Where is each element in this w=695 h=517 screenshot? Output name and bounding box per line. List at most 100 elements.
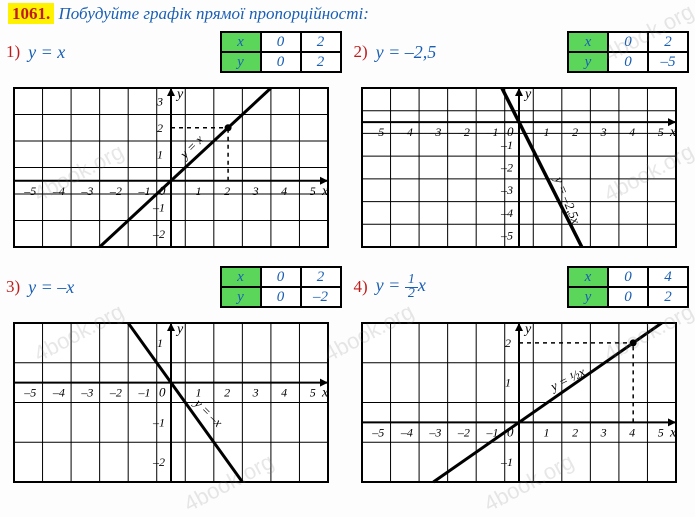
table-cell: 4 [648,267,688,287]
table-cell: 0 [261,32,301,52]
table-header-x: x [568,32,608,52]
equation: y = –x [28,277,74,298]
svg-text:–3: –3 [80,184,93,198]
table-header-x: x [568,267,608,287]
panel-2: 2)y = –2,5x02y0–5xy0–5–4–3–2–112345–1–2–… [348,26,695,261]
table-cell: 0 [261,287,301,307]
table-header-y: y [221,52,261,72]
table-cell: 0 [608,267,648,287]
value-table: x02y02 [220,31,342,73]
svg-text:3: 3 [252,386,259,400]
svg-text:–2: –2 [152,227,165,241]
panels-grid: 1)y = xx02y02xy0–5–4–3–2–112345123–1–2y … [0,26,695,496]
svg-text:–4: –4 [399,125,412,139]
chart: xy0–5–4–3–2–112345–1–2–3–4–5y = –2,5x [354,80,684,255]
table-cell: 0 [608,32,648,52]
svg-text:2: 2 [224,386,230,400]
table-header-x: x [221,267,261,287]
svg-text:–4: –4 [500,206,513,220]
svg-text:1: 1 [505,376,511,390]
svg-text:–1: –1 [152,200,165,214]
svg-text:y: y [175,322,184,337]
value-table: x04 y02 [567,266,689,308]
table-cell: 0 [261,267,301,287]
chart: xy0–5–4–3–2–112345123–1–2y = x [6,80,336,255]
svg-text:–5: –5 [23,386,36,400]
svg-text:–2: –2 [456,125,469,139]
svg-text:–1: –1 [137,184,150,198]
value-table: x02 y0–5 [567,31,689,73]
svg-text:–1: –1 [137,386,150,400]
svg-text:5: 5 [657,425,663,439]
svg-text:4: 4 [629,425,635,439]
svg-text:3: 3 [599,425,606,439]
subproblem-index: 1) [6,42,20,62]
table-header-y: y [568,52,608,72]
table-cell: 2 [648,287,688,307]
svg-text:1: 1 [543,425,549,439]
svg-text:1: 1 [543,125,549,139]
problem-number: 1061. [8,3,54,24]
table-cell: 0 [608,287,648,307]
svg-text:–2: –2 [500,161,513,175]
svg-text:2: 2 [224,184,230,198]
table-header-y: y [568,287,608,307]
svg-text:3: 3 [156,94,163,108]
subproblem-index: 2) [354,42,368,62]
svg-text:5: 5 [657,125,663,139]
svg-text:–5: –5 [371,125,384,139]
svg-text:–1: –1 [500,138,513,152]
svg-text:–4: –4 [399,425,412,439]
equation: y = –2,5 [376,42,437,63]
chart: xy0–5–4–3–2–1123451–1–2y = –x [6,315,336,490]
svg-text:–3: –3 [428,125,441,139]
svg-text:2: 2 [505,336,511,350]
svg-text:3: 3 [252,184,259,198]
table-header-y: y [221,287,261,307]
svg-text:y: y [175,87,184,102]
problem-header: 1061. Побудуйте графік прямої пропорційн… [0,0,695,26]
svg-text:–5: –5 [500,229,513,243]
svg-text:2: 2 [572,425,578,439]
problem-prompt: Побудуйте графік прямої пропорційності: [59,4,369,23]
chart: xy0–5–4–3–2–11234512–1y = ½x [354,315,684,490]
svg-text:–5: –5 [371,425,384,439]
svg-text:1: 1 [196,184,202,198]
table-cell: –5 [648,52,688,72]
svg-text:5: 5 [310,184,316,198]
svg-text:–4: –4 [52,184,65,198]
panel-4: 4)y = 12xx04y02xy0–5–4–3–2–11234512–1y =… [348,261,695,496]
svg-text:–3: –3 [428,425,441,439]
svg-text:–5: –5 [23,184,36,198]
equation: y = x [28,42,65,63]
subproblem-index: 3) [6,277,20,297]
svg-text:–2: –2 [456,425,469,439]
svg-text:x: x [321,386,329,401]
table-cell: 0 [261,52,301,72]
table-cell: 2 [648,32,688,52]
svg-text:x: x [321,184,329,199]
table-cell: 2 [301,32,341,52]
subproblem-index: 4) [354,277,368,297]
svg-text:4: 4 [281,386,287,400]
value-table: x02 y0–2 [220,266,342,308]
table-cell: 0 [608,52,648,72]
svg-text:2: 2 [572,125,578,139]
svg-text:–2: –2 [109,386,122,400]
svg-text:3: 3 [599,125,606,139]
svg-text:–2: –2 [152,455,165,469]
equation: y = 12x [376,274,426,300]
svg-text:1: 1 [157,147,163,161]
table-cell: –2 [301,287,341,307]
svg-text:4: 4 [629,125,635,139]
svg-text:0: 0 [159,385,166,400]
svg-text:4: 4 [281,184,287,198]
svg-text:x: x [669,425,677,440]
svg-text:y: y [523,322,532,337]
svg-text:1: 1 [157,336,163,350]
table-cell: 2 [301,267,341,287]
svg-text:–1: –1 [485,125,498,139]
svg-text:–3: –3 [80,386,93,400]
panel-1: 1)y = xx02y02xy0–5–4–3–2–112345123–1–2y … [0,26,348,261]
svg-text:y: y [523,87,532,102]
